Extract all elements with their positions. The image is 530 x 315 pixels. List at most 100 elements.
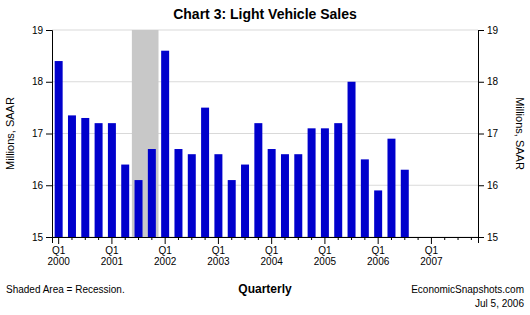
tick — [151, 237, 152, 240]
bar — [281, 154, 289, 237]
bar — [95, 123, 103, 237]
tick: 19 — [32, 25, 52, 36]
tick: Q12002 — [154, 237, 177, 267]
tick-label: 16 — [32, 180, 44, 191]
tick-label: Q12007 — [420, 245, 443, 267]
tick-mark — [478, 134, 484, 135]
y2-axis-title: Millions, SAAR — [514, 97, 526, 170]
tick-mark — [58, 237, 59, 244]
bar — [348, 82, 356, 237]
tick-mark — [404, 237, 405, 240]
bar — [188, 154, 196, 237]
tick — [351, 237, 352, 240]
tick: Q12000 — [48, 237, 71, 267]
bar — [81, 118, 89, 237]
tick-mark — [85, 237, 86, 240]
tick — [311, 237, 312, 240]
grid-line — [52, 133, 478, 134]
tick-mark — [258, 237, 259, 240]
tick — [404, 237, 405, 240]
tick-mark — [284, 237, 285, 240]
tick: 18 — [478, 76, 499, 87]
grid-line — [52, 81, 478, 82]
tick-label: 15 — [32, 232, 44, 243]
y-axis-title: Millions, SAAR — [4, 97, 16, 170]
tick — [85, 237, 86, 240]
axis-line — [46, 31, 53, 238]
watermark: EconomicSnapshots.com — [411, 284, 524, 295]
tick-mark — [391, 237, 392, 240]
grid-line — [52, 30, 478, 31]
tick-label: Q12006 — [367, 245, 390, 267]
tick-mark — [138, 237, 139, 240]
grid-line — [52, 185, 478, 186]
tick-mark — [298, 237, 299, 240]
bar — [148, 149, 156, 237]
axis-line — [53, 238, 479, 244]
tick-mark — [478, 82, 484, 83]
tick-mark — [218, 237, 219, 244]
tick: 18 — [32, 76, 52, 87]
bar — [268, 149, 276, 237]
tick — [125, 237, 126, 240]
tick-label: Q12000 — [48, 245, 71, 267]
bar — [121, 165, 129, 237]
tick: 16 — [32, 180, 52, 191]
tick — [284, 237, 285, 240]
shaded-area — [132, 30, 159, 237]
tick — [471, 237, 472, 240]
tick: 16 — [478, 180, 499, 191]
title: Chart 3: Light Vehicle Sales — [173, 6, 357, 22]
tick-mark — [478, 30, 484, 31]
tick-mark — [46, 134, 52, 135]
tick-mark — [478, 185, 484, 186]
tick-label: Q12004 — [261, 245, 284, 267]
tick — [444, 237, 445, 240]
x-axis-title: Quarterly — [238, 282, 292, 296]
x-axis: Q12000 Q12001 Q12002 Q12003 Q12004 Q12005 Q120… — [48, 237, 479, 267]
tick-mark — [111, 237, 112, 244]
y-axis: 1516171819 — [32, 25, 53, 243]
tick: Q12001 — [101, 237, 124, 267]
plot: Q12000 Q12001 Q12002 Q12003 Q12004 Q12005 Q120… — [32, 25, 499, 267]
tick-mark — [231, 237, 232, 240]
tick — [205, 237, 206, 240]
tick — [231, 237, 232, 240]
bar — [308, 128, 316, 237]
tick-mark — [444, 237, 445, 240]
bar — [174, 149, 182, 237]
tick-mark — [351, 237, 352, 240]
tick-mark — [71, 237, 72, 240]
tick: 15 — [478, 232, 499, 243]
tick — [298, 237, 299, 240]
tick-label: Q12002 — [154, 245, 177, 267]
tick: 17 — [478, 128, 499, 139]
tick — [418, 237, 419, 240]
y2-axis: 1516171819 — [478, 25, 499, 243]
tick: Q12003 — [207, 237, 230, 267]
tick — [191, 237, 192, 240]
bar — [374, 190, 382, 237]
tick-mark — [378, 237, 379, 244]
tick: Q12005 — [314, 237, 337, 267]
tick-label: 18 — [487, 76, 499, 87]
axis-line — [479, 31, 485, 238]
tick-mark — [98, 237, 99, 240]
tick — [178, 237, 179, 240]
tick-mark — [46, 237, 52, 238]
tick-mark — [478, 237, 484, 238]
tick-mark — [364, 237, 365, 240]
tick-mark — [324, 237, 325, 244]
tick-label: 15 — [487, 232, 499, 243]
tick-mark — [271, 237, 272, 244]
watermark: Jul 5, 2006 — [475, 298, 524, 309]
tick-mark — [46, 82, 52, 83]
tick-mark — [431, 237, 432, 244]
tick-label: 18 — [32, 76, 44, 87]
bar — [135, 180, 143, 237]
bar — [387, 139, 395, 237]
marks — [55, 30, 409, 237]
bar — [361, 159, 369, 237]
tick-mark — [458, 237, 459, 240]
tick: Q12006 — [367, 237, 390, 267]
